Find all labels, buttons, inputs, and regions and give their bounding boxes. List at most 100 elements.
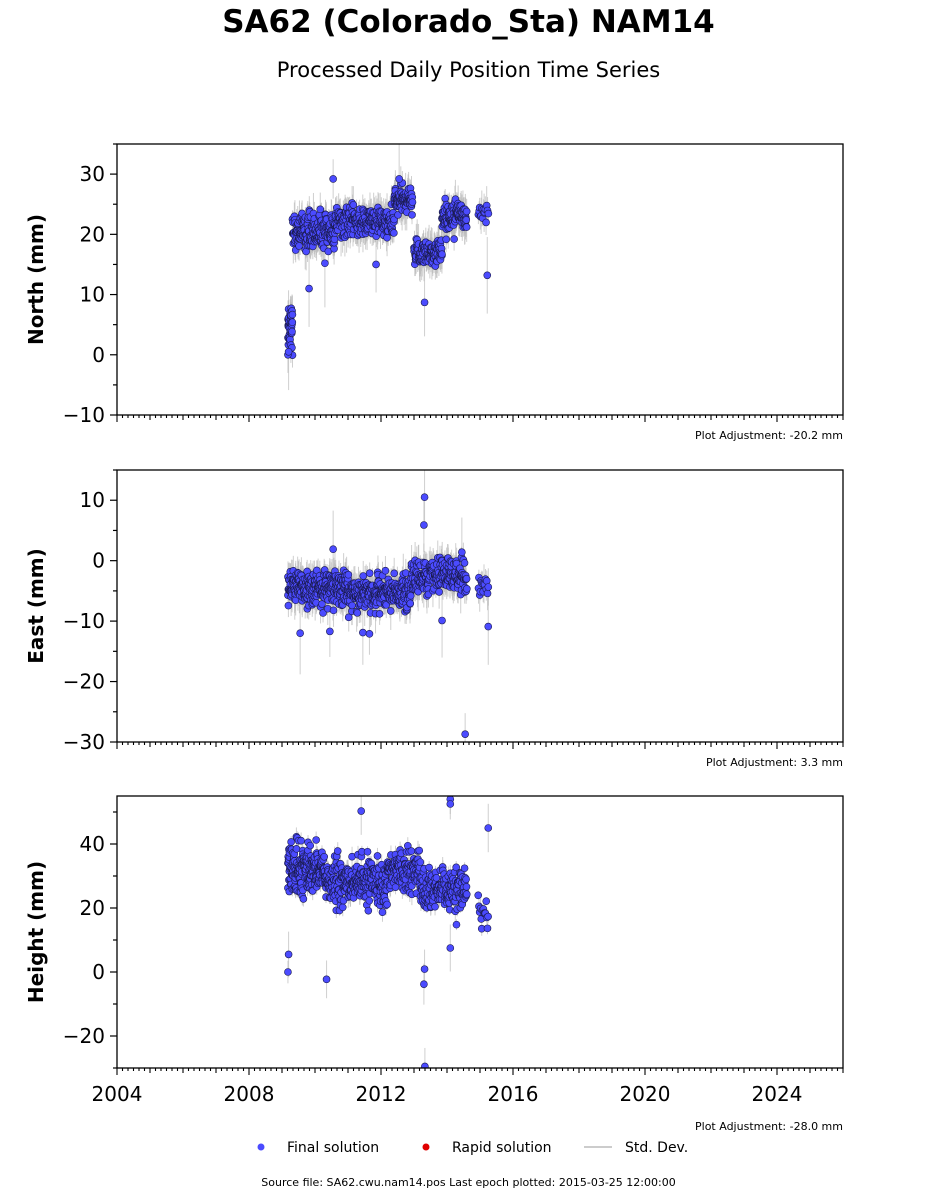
y-tick-label: −30 (63, 730, 105, 754)
data-point (462, 574, 471, 583)
data-point (296, 629, 304, 638)
points-north (284, 175, 493, 359)
data-point (375, 610, 384, 618)
data-point (318, 600, 326, 608)
data-point (288, 310, 297, 319)
data-point (462, 223, 471, 231)
data-point (381, 566, 390, 575)
y-tick-label: −20 (63, 670, 105, 694)
data-point (442, 235, 450, 244)
data-point (390, 229, 398, 237)
data-point (365, 569, 374, 578)
data-point (415, 846, 424, 855)
data-point (420, 298, 429, 307)
data-point (329, 175, 337, 183)
data-point (402, 569, 410, 577)
data-point (288, 318, 297, 327)
data-point (299, 895, 308, 903)
data-point (378, 908, 387, 916)
data-point (382, 601, 391, 609)
data-point (420, 493, 429, 502)
data-point (359, 572, 368, 580)
data-point (484, 622, 493, 631)
data-point (462, 216, 471, 224)
data-point (463, 585, 471, 593)
data-point (284, 601, 293, 610)
data-point (330, 235, 339, 244)
y-tick-label: 10 (80, 488, 105, 512)
panel-north: −10 0 10 20 30 North (mm) Plot Adjustment: -20… (24, 143, 844, 442)
data-point (438, 250, 446, 258)
y-tick-label: 10 (80, 283, 105, 307)
data-point (365, 896, 374, 905)
data-point (365, 630, 374, 638)
data-point (416, 858, 425, 866)
data-point (349, 201, 358, 209)
data-point (394, 211, 402, 219)
data-point (353, 609, 362, 617)
data-point (326, 627, 334, 636)
data-point (321, 259, 329, 268)
chart-subtitle: Processed Daily Position Time Series (276, 58, 661, 82)
data-point (295, 242, 303, 250)
data-point (284, 347, 293, 356)
data-point (408, 198, 417, 206)
data-point (373, 852, 382, 860)
y-tick-label: 30 (80, 162, 105, 186)
stddev-bars-north (287, 144, 489, 391)
data-point (483, 271, 492, 280)
data-point (288, 327, 296, 336)
y-tick-label: 20 (80, 222, 105, 246)
data-point (359, 628, 367, 637)
panel-east: −30 −20 −10 0 10 East (mm) Plot Adjustment: 3.… (24, 469, 844, 769)
data-point (287, 838, 295, 846)
data-point (406, 591, 415, 600)
data-point (420, 521, 428, 529)
data-point (407, 847, 416, 855)
data-point (484, 209, 493, 218)
data-point (408, 211, 416, 219)
points-height (284, 796, 493, 1068)
data-point (460, 559, 469, 567)
data-point (461, 730, 469, 738)
data-point (329, 606, 338, 615)
data-point (395, 175, 403, 183)
data-point (297, 836, 305, 845)
y-tick-label: −10 (63, 609, 105, 633)
data-point (312, 836, 320, 844)
data-point (348, 601, 356, 610)
y-tick-label: 0 (92, 549, 105, 573)
data-point (305, 284, 313, 293)
stddev-bars-height (287, 796, 489, 1068)
data-point (390, 569, 398, 578)
data-point (458, 548, 466, 557)
data-point (450, 235, 458, 243)
data-point (363, 847, 372, 856)
data-point (364, 906, 373, 915)
chart-title: SA62 (Colorado_Sta) NAM14 (222, 4, 715, 40)
data-point (462, 207, 471, 216)
data-point (292, 845, 301, 853)
data-point (344, 570, 353, 579)
data-point (406, 599, 415, 608)
data-point (482, 577, 491, 585)
data-point (482, 218, 490, 227)
data-point (319, 609, 327, 617)
y-tick-label: −10 (63, 403, 105, 427)
data-point (372, 260, 380, 269)
y-tick-label: 0 (92, 343, 105, 367)
data-point (306, 841, 315, 850)
plot-adjustment-note: Plot Adjustment: -20.2 mm (695, 429, 843, 442)
data-point (320, 852, 329, 861)
data-point (483, 589, 492, 598)
data-point (383, 233, 391, 242)
data-point (333, 847, 342, 855)
data-point (438, 616, 446, 625)
points-east (284, 493, 493, 738)
data-point (435, 588, 443, 596)
data-point (484, 583, 493, 591)
data-point (329, 545, 337, 553)
plot-adjustment-note: Plot Adjustment: 3.3 mm (706, 756, 843, 769)
